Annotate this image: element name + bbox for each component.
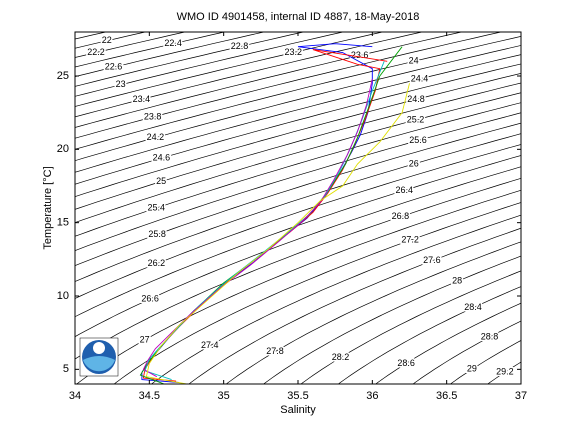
noaa-logo <box>80 338 118 376</box>
contour-label: 22.2 <box>87 47 105 57</box>
contour-label: 26.8 <box>392 211 410 221</box>
y-tick-label: 10 <box>57 290 69 302</box>
contour-label: 25.4 <box>148 202 166 212</box>
contour-label: 24.2 <box>147 132 165 142</box>
plot-area <box>75 32 521 384</box>
contour-label: 27.8 <box>266 346 284 356</box>
contour-label: 28.6 <box>397 358 415 368</box>
contour-label: 22 <box>102 35 112 45</box>
contour-label: 29.2 <box>496 367 514 377</box>
x-tick-label: 36.5 <box>436 390 457 402</box>
x-axis-label: Salinity <box>280 404 316 416</box>
contour-label: 26.4 <box>396 185 414 195</box>
x-tick-label: 36 <box>366 390 378 402</box>
y-tick-label: 15 <box>57 217 69 229</box>
y-tick-label: 25 <box>57 70 69 82</box>
contour-label: 28 <box>452 276 462 286</box>
contour-label: 27.4 <box>201 340 219 350</box>
contour-label: 22.4 <box>164 38 182 48</box>
contour-label: 22.6 <box>105 62 123 72</box>
contour-label: 27.2 <box>401 235 419 245</box>
contour-label: 26.2 <box>148 258 166 268</box>
contour-label: 27.6 <box>423 255 441 265</box>
contour-label: 26.6 <box>141 293 159 303</box>
contour-label: 23.8 <box>144 111 162 121</box>
contour-label: 28.4 <box>464 302 482 312</box>
x-tick-label: 35.5 <box>287 390 308 402</box>
contour-label: 27 <box>140 334 150 344</box>
y-tick-label: 5 <box>63 363 69 375</box>
contour-label: 23.4 <box>133 94 151 104</box>
x-tick-label: 34.5 <box>139 390 160 402</box>
contour-label: 23.2 <box>285 47 303 57</box>
contour-label: 25.6 <box>409 135 427 145</box>
contour-label: 24 <box>409 56 419 66</box>
contour-label: 25 <box>156 176 166 186</box>
contour-label: 24.6 <box>153 153 171 163</box>
contour-label: 24.8 <box>407 94 425 104</box>
x-tick-label: 35 <box>218 390 230 402</box>
logo-bird <box>93 342 105 354</box>
x-tick-label: 37 <box>515 390 527 402</box>
contour-label: 24.4 <box>411 73 429 83</box>
chart-title: WMO ID 4901458, internal ID 4887, 18-May… <box>177 11 420 23</box>
contour-label: 22.8 <box>231 41 249 51</box>
x-tick-label: 34 <box>69 390 81 402</box>
contour-label: 28.8 <box>481 331 499 341</box>
contour-label: 25.8 <box>148 229 166 239</box>
contour-label: 23 <box>116 79 126 89</box>
contour-label: 26 <box>409 158 419 168</box>
contour-label: 29 <box>467 364 477 374</box>
contour-label: 25.2 <box>407 114 425 124</box>
y-axis-label: Temperature [°C] <box>42 166 54 249</box>
y-tick-label: 20 <box>57 143 69 155</box>
contour-label: 28.2 <box>332 352 350 362</box>
